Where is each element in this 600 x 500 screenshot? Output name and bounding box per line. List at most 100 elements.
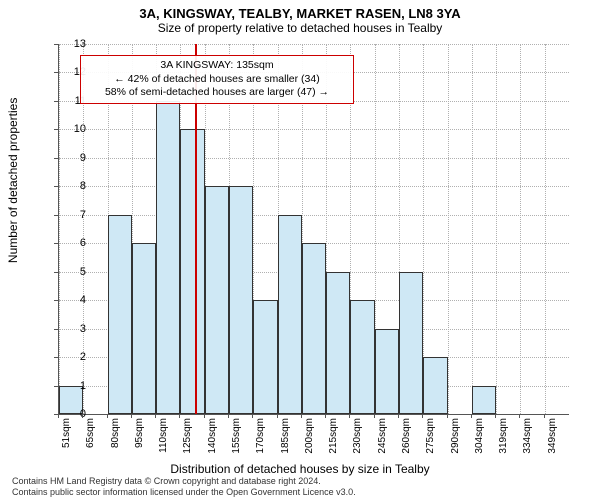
y-tick-mark — [54, 186, 58, 187]
histogram-bar — [156, 101, 180, 414]
y-tick-mark — [54, 386, 58, 387]
x-tick-label: 260sqm — [401, 418, 412, 454]
histogram-bar — [205, 186, 229, 414]
grid-line-v — [448, 44, 449, 414]
x-tick-label: 185sqm — [280, 418, 291, 454]
x-tick-label: 80sqm — [110, 418, 121, 448]
histogram-bar — [350, 300, 374, 414]
footer: Contains HM Land Registry data © Crown c… — [12, 476, 356, 498]
y-tick-mark — [54, 300, 58, 301]
annotation-line1: 3A KINGSWAY: 135sqm — [87, 59, 347, 73]
y-tick-label: 5 — [46, 266, 86, 278]
x-tick-mark — [544, 414, 545, 418]
x-tick-mark — [349, 414, 350, 418]
y-tick-mark — [54, 44, 58, 45]
y-axis-label: Number of detached properties — [6, 98, 20, 263]
x-tick-label: 200sqm — [304, 418, 315, 454]
x-tick-mark — [325, 414, 326, 418]
x-tick-label: 125sqm — [182, 418, 193, 454]
x-tick-mark — [82, 414, 83, 418]
x-tick-mark — [58, 414, 59, 418]
x-tick-label: 110sqm — [158, 418, 169, 453]
grid-line-v — [472, 44, 473, 414]
x-tick-mark — [422, 414, 423, 418]
histogram-bar — [472, 386, 496, 414]
x-tick-mark — [398, 414, 399, 418]
y-tick-mark — [54, 272, 58, 273]
histogram-bar — [108, 215, 132, 414]
footer-line2: Contains public sector information licen… — [12, 487, 356, 498]
y-tick-label: 1 — [46, 380, 86, 392]
y-tick-mark — [54, 129, 58, 130]
x-tick-label: 51sqm — [61, 418, 72, 448]
x-tick-mark — [107, 414, 108, 418]
grid-line-v — [545, 44, 546, 414]
footer-line1: Contains HM Land Registry data © Crown c… — [12, 476, 356, 487]
grid-line-v — [520, 44, 521, 414]
x-tick-label: 304sqm — [474, 418, 485, 454]
grid-line-v — [496, 44, 497, 414]
annotation-box: 3A KINGSWAY: 135sqm← 42% of detached hou… — [80, 55, 354, 104]
grid-line-h — [59, 129, 569, 130]
sub-title: Size of property relative to detached ho… — [0, 21, 600, 35]
histogram-bar — [229, 186, 253, 414]
y-tick-mark — [54, 357, 58, 358]
x-tick-mark — [204, 414, 205, 418]
x-tick-label: 155sqm — [231, 418, 242, 454]
x-tick-label: 230sqm — [352, 418, 363, 454]
x-tick-mark — [471, 414, 472, 418]
grid-line-h — [59, 186, 569, 187]
x-tick-label: 140sqm — [207, 418, 218, 454]
y-tick-label: 3 — [46, 323, 86, 335]
x-tick-mark — [301, 414, 302, 418]
y-tick-mark — [54, 215, 58, 216]
y-tick-label: 2 — [46, 351, 86, 363]
grid-line-h — [59, 158, 569, 159]
y-tick-label: 6 — [46, 237, 86, 249]
x-tick-label: 170sqm — [255, 418, 266, 454]
x-tick-mark — [495, 414, 496, 418]
x-tick-label: 65sqm — [85, 418, 96, 448]
histogram-bar — [423, 357, 447, 414]
x-tick-mark — [277, 414, 278, 418]
y-tick-label: 4 — [46, 294, 86, 306]
x-tick-mark — [519, 414, 520, 418]
x-tick-mark — [374, 414, 375, 418]
x-tick-label: 245sqm — [377, 418, 388, 454]
histogram-bar — [180, 129, 204, 414]
titles: 3A, KINGSWAY, TEALBY, MARKET RASEN, LN8 … — [0, 0, 600, 35]
y-tick-label: 10 — [46, 123, 86, 135]
y-tick-mark — [54, 158, 58, 159]
x-tick-label: 349sqm — [547, 418, 558, 454]
histogram-bar — [375, 329, 399, 414]
x-axis-label: Distribution of detached houses by size … — [0, 462, 600, 476]
annotation-line2: ← 42% of detached houses are smaller (34… — [87, 73, 347, 87]
x-tick-mark — [228, 414, 229, 418]
x-tick-label: 275sqm — [425, 418, 436, 454]
y-tick-mark — [54, 329, 58, 330]
y-tick-mark — [54, 101, 58, 102]
histogram-bar — [326, 272, 350, 414]
x-tick-mark — [155, 414, 156, 418]
x-tick-mark — [179, 414, 180, 418]
histogram-bar — [253, 300, 277, 414]
histogram-bar — [302, 243, 326, 414]
y-tick-mark — [54, 243, 58, 244]
main-title: 3A, KINGSWAY, TEALBY, MARKET RASEN, LN8 … — [0, 6, 600, 21]
x-tick-mark — [252, 414, 253, 418]
y-tick-label: 7 — [46, 209, 86, 221]
y-tick-label: 8 — [46, 180, 86, 192]
histogram-bar — [399, 272, 423, 414]
x-tick-label: 215sqm — [328, 418, 339, 454]
grid-line-h — [59, 44, 569, 45]
y-tick-label: 9 — [46, 152, 86, 164]
y-tick-label: 13 — [46, 38, 86, 50]
x-tick-label: 334sqm — [522, 418, 533, 454]
x-tick-label: 290sqm — [450, 418, 461, 454]
annotation-line3: 58% of semi-detached houses are larger (… — [87, 86, 347, 100]
histogram-bar — [278, 215, 302, 414]
y-tick-mark — [54, 72, 58, 73]
x-tick-label: 319sqm — [498, 418, 509, 454]
x-tick-label: 95sqm — [134, 418, 145, 448]
histogram-bar — [132, 243, 156, 414]
